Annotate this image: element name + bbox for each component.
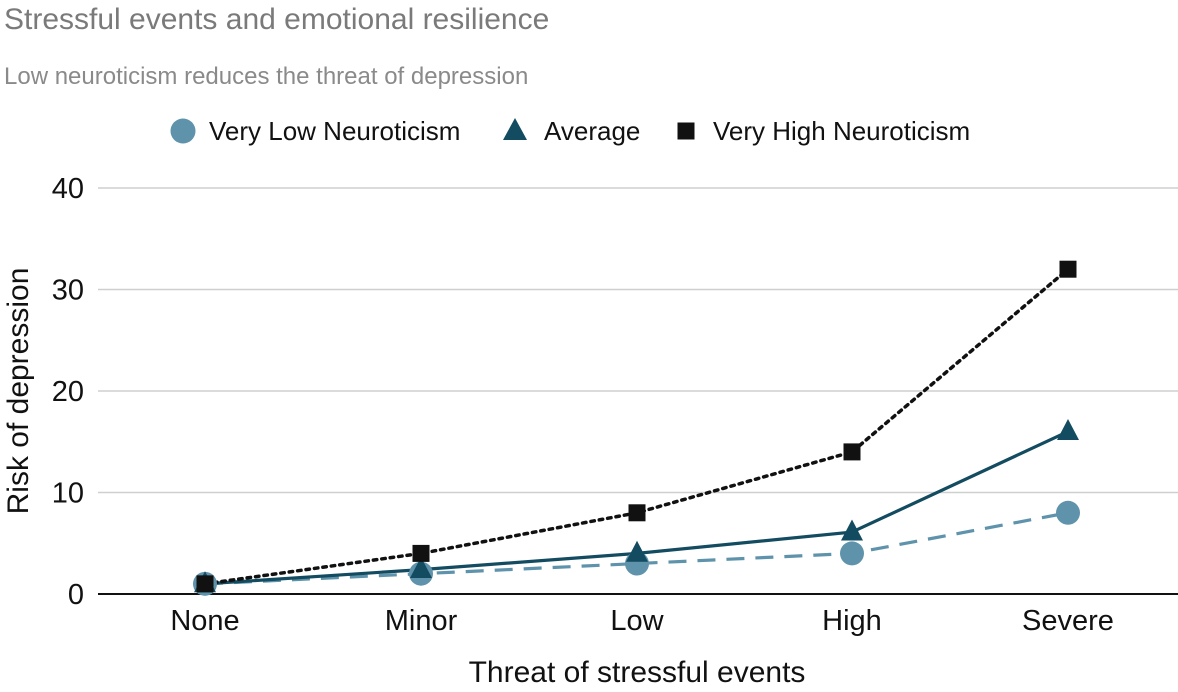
data-point-triangle-1-2 bbox=[626, 540, 648, 562]
legend-square-icon bbox=[677, 122, 695, 140]
x-axis-ticks: None Minor Low High Severe bbox=[170, 605, 1114, 637]
y-axis-label: Risk of depression bbox=[2, 268, 35, 515]
gridlines bbox=[98, 187, 1178, 595]
legend-item: Very High Neuroticism bbox=[677, 116, 970, 146]
chart-subtitle: Low neuroticism reduces the threat of de… bbox=[4, 63, 528, 90]
data-point-square-2-0 bbox=[196, 575, 214, 593]
legend-label: Very Low Neuroticism bbox=[209, 116, 460, 146]
data-point-square-2-4 bbox=[1059, 260, 1077, 278]
legend-triangle-icon bbox=[503, 118, 527, 140]
data-point-square-2-3 bbox=[843, 443, 861, 461]
data-point-square-2-2 bbox=[628, 504, 646, 522]
x-tick-label: Minor bbox=[385, 605, 458, 637]
series-lines bbox=[203, 267, 1070, 586]
x-tick-label: None bbox=[170, 605, 239, 637]
legend-item: Very Low Neuroticism bbox=[170, 116, 460, 146]
y-tick-label: 20 bbox=[52, 376, 84, 408]
y-tick-label: 40 bbox=[52, 173, 84, 205]
y-tick-label: 0 bbox=[68, 579, 84, 611]
chart-title: Stressful events and emotional resilienc… bbox=[4, 3, 549, 36]
x-tick-label: Severe bbox=[1022, 605, 1114, 637]
y-tick-label: 10 bbox=[52, 478, 84, 510]
data-point-triangle-1-1 bbox=[410, 557, 432, 579]
data-point-triangle-1-3 bbox=[841, 519, 863, 541]
legend-circle-icon bbox=[170, 118, 196, 144]
legend: Very Low Neuroticism Average Very High Neu… bbox=[170, 116, 970, 146]
data-point-circle-0-4 bbox=[1056, 500, 1080, 525]
legend-label: Average bbox=[544, 116, 640, 146]
data-point-square-2-1 bbox=[412, 544, 430, 562]
data-point-triangle-1-4 bbox=[1057, 419, 1079, 440]
x-tick-label: Low bbox=[610, 605, 664, 637]
y-tick-label: 30 bbox=[52, 275, 84, 307]
data-point-circle-0-3 bbox=[840, 541, 864, 566]
x-axis-label: Threat of stressful events bbox=[469, 656, 806, 689]
x-tick-label: High bbox=[822, 605, 882, 637]
legend-item: Average bbox=[503, 116, 640, 146]
y-axis-ticks: 0 10 20 30 40 bbox=[52, 173, 84, 611]
series-markers bbox=[193, 260, 1080, 596]
legend-label: Very High Neuroticism bbox=[713, 116, 970, 146]
